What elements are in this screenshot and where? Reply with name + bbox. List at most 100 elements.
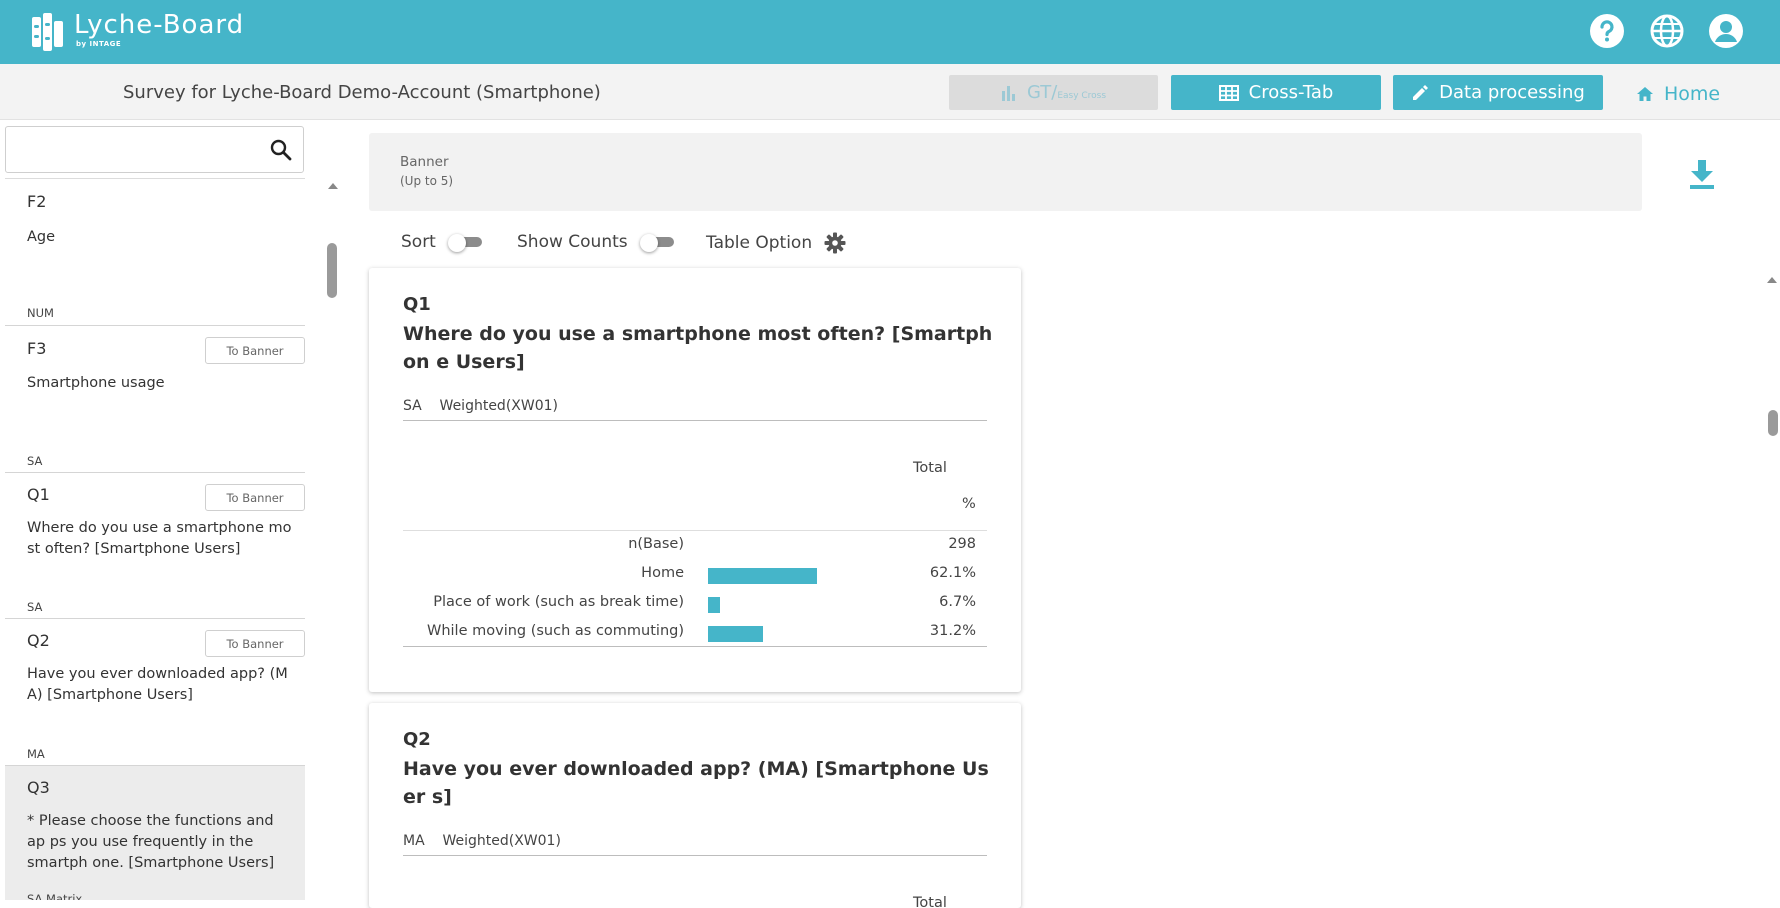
divider	[5, 472, 305, 473]
result-bar	[708, 626, 763, 642]
question-code: Q3	[27, 778, 50, 797]
scroll-up-arrow-icon[interactable]	[327, 181, 339, 191]
home-link[interactable]: Home	[1636, 83, 1720, 105]
sidebar-item-q2[interactable]: Q2 To Banner Have you ever downloaded ap…	[5, 619, 305, 747]
row-label: While moving (such as commuting)	[427, 623, 684, 639]
question-label: Smartphone usage	[27, 375, 165, 391]
to-banner-button[interactable]: To Banner	[205, 337, 305, 364]
question-label: Age	[27, 229, 56, 245]
table-option[interactable]: Table Option	[706, 232, 846, 254]
question-card-q1: Q1 Where do you use a smartphone most of…	[369, 268, 1021, 692]
card-meta: SA Weighted(XW01)	[403, 398, 558, 414]
base-label: n(Base)	[628, 536, 684, 552]
result-bar	[708, 568, 817, 584]
row-label: Home	[641, 565, 684, 581]
divider	[403, 855, 987, 856]
gear-icon[interactable]	[824, 232, 846, 254]
card-meta: MA Weighted(XW01)	[403, 833, 561, 849]
sort-toggle[interactable]	[447, 234, 482, 252]
result-bar	[708, 597, 720, 613]
sub-header: Survey for Lyche-Board Demo-Account (Sma…	[0, 64, 1780, 120]
divider	[403, 530, 987, 531]
column-header-unit: %	[962, 496, 976, 512]
download-icon[interactable]	[1688, 158, 1716, 190]
home-icon	[1637, 87, 1653, 101]
divider	[403, 646, 987, 647]
sidebar-search	[5, 126, 304, 173]
logo-mark-icon	[32, 13, 70, 51]
gt-label: GT/	[1026, 82, 1058, 103]
top-header: Lyche-Board by INTAGE	[0, 0, 1780, 64]
card-question-title: Have you ever downloaded app? (MA) [Smar…	[403, 758, 989, 808]
account-icon[interactable]	[1709, 14, 1743, 48]
banner-dropzone[interactable]: Banner (Up to 5)	[369, 133, 1642, 211]
table-option-label: Table Option	[706, 233, 813, 253]
card-meta-type: SA	[403, 398, 422, 414]
card-question-title: Where do you use a smartphone most often…	[403, 323, 993, 373]
globe-icon[interactable]	[1650, 14, 1684, 48]
bar-chart-icon	[1001, 85, 1015, 101]
column-header-total: Total	[913, 460, 947, 476]
row-value: 31.2%	[929, 623, 976, 639]
search-icon[interactable]	[269, 138, 293, 162]
table-grid-icon	[1218, 84, 1239, 101]
row-label: Place of work (such as break time)	[433, 594, 684, 610]
cross-tab-label: Cross-Tab	[1248, 82, 1334, 103]
question-type-tag: SA Matrix	[27, 892, 83, 900]
banner-title: Banner	[400, 154, 449, 170]
divider	[403, 420, 987, 421]
data-processing-label: Data processing	[1439, 82, 1585, 103]
logo-subtext: by INTAGE	[76, 40, 122, 48]
divider	[5, 325, 305, 326]
gt-small-label: Easy Cross	[1057, 91, 1107, 101]
column-header-total: Total	[913, 895, 947, 908]
divider	[5, 765, 305, 766]
help-icon[interactable]	[1590, 14, 1624, 48]
question-type-tag: SA	[27, 600, 43, 614]
pencil-icon	[1413, 84, 1429, 100]
to-banner-button[interactable]: To Banner	[205, 630, 305, 657]
sidebar-item-f2[interactable]: F2 Age	[5, 179, 305, 299]
home-label: Home	[1664, 83, 1721, 105]
banner-subtitle: (Up to 5)	[400, 174, 454, 188]
divider	[5, 618, 305, 619]
show-counts-label: Show Counts	[517, 232, 628, 252]
question-label: Have you ever downloaded app? (M A) [Sma…	[27, 666, 288, 703]
to-banner-button[interactable]: To Banner	[205, 484, 305, 511]
logo-text: Lyche-Board	[74, 10, 245, 40]
sidebar-scrollbar-thumb[interactable]	[327, 243, 337, 298]
gt-easy-cross-button[interactable]: GT/Easy Cross	[949, 75, 1158, 110]
show-counts-toggle[interactable]	[639, 234, 674, 252]
search-input[interactable]	[16, 127, 266, 171]
app-logo[interactable]: Lyche-Board by INTAGE	[32, 10, 244, 54]
data-processing-button[interactable]: Data processing	[1393, 75, 1603, 110]
show-counts-option: Show Counts	[517, 232, 674, 252]
question-type-tag: NUM	[27, 306, 54, 320]
row-value: 62.1%	[929, 565, 976, 581]
sidebar-item-q3[interactable]: Q3 * Please choose the functions and ap …	[5, 766, 305, 900]
scroll-up-arrow-icon[interactable]	[1766, 275, 1778, 285]
base-value: 298	[948, 536, 976, 552]
card-meta-weight: Weighted(XW01)	[442, 833, 561, 849]
sort-option: Sort	[401, 232, 482, 252]
main-scrollbar-thumb[interactable]	[1768, 410, 1778, 436]
cross-tab-button[interactable]: Cross-Tab	[1171, 75, 1381, 110]
question-code: F2	[27, 192, 47, 211]
card-question-code: Q2	[403, 729, 431, 750]
divider	[5, 178, 305, 179]
question-label: * Please choose the functions and ap ps …	[27, 813, 275, 871]
card-meta-type: MA	[403, 833, 425, 849]
card-question-code: Q1	[403, 294, 431, 315]
survey-title: Survey for Lyche-Board Demo-Account (Sma…	[123, 82, 601, 103]
question-code: F3	[27, 339, 47, 358]
question-type-tag: SA	[27, 454, 43, 468]
sidebar-item-q1[interactable]: Q1 To Banner Where do you use a smartpho…	[5, 473, 305, 601]
question-code: Q1	[27, 485, 50, 504]
question-code: Q2	[27, 631, 50, 650]
question-sidebar: F2 Age NUM F3 To Banner Smartphone usage…	[0, 121, 310, 900]
sidebar-item-f3[interactable]: F3 To Banner Smartphone usage	[5, 326, 305, 446]
question-type-tag: MA	[27, 747, 45, 761]
card-meta-weight: Weighted(XW01)	[439, 398, 558, 414]
row-value: 6.7%	[939, 594, 976, 610]
sort-label: Sort	[401, 232, 436, 252]
